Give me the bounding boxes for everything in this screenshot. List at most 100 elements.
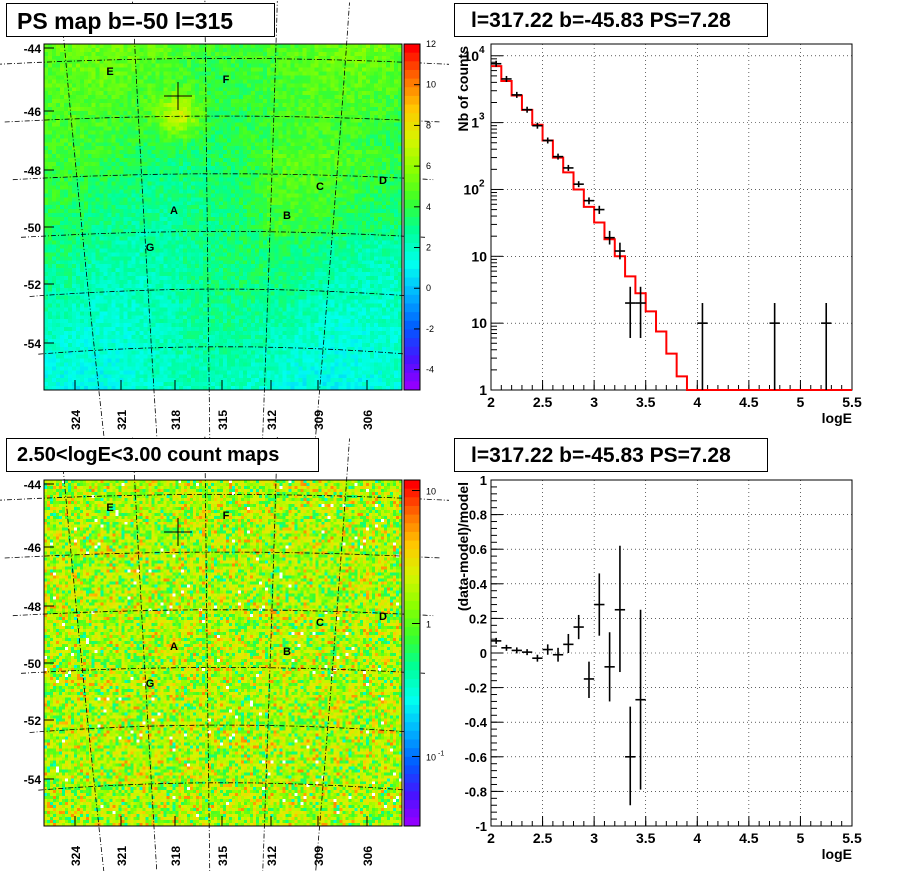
y-tick-label: 10 [471, 248, 487, 264]
colorbar-cell [404, 242, 420, 253]
colorbar-tick-exponent: -1 [438, 750, 444, 757]
colorbar-tick-label: 8 [426, 120, 431, 130]
x-tick-label: 5.5 [842, 394, 862, 410]
coordinate-grid [0, 0, 450, 466]
count-map-panel: 324 321 318 315 312 309 306 -44 -46 -48 -50 -52 -54 E… [0, 436, 450, 871]
count-spectrum-title-box: l=317.22 b=-45.83 PS=7.28 [454, 3, 768, 37]
longitude-gridline [132, 437, 158, 871]
y-tick-label: 1 [480, 473, 487, 488]
colorbar-cell [404, 722, 420, 732]
colorbar-cell [404, 531, 420, 542]
colorbar-tick-label: 4 [426, 202, 431, 212]
colorbar-cell [404, 488, 420, 498]
colorbar-cell [404, 234, 420, 244]
data-point [614, 242, 626, 260]
colorbar-cell [404, 661, 420, 671]
longitude-gridline [60, 439, 105, 871]
data-point [491, 60, 502, 67]
y-tick-label: 0.2 [469, 611, 487, 626]
ps-map-panel: 324 321 318 315 312 309 306-44-46-48-50-52-54E… [0, 0, 450, 466]
y-tick-label: 1 [479, 382, 487, 398]
colorbar-cell [404, 635, 420, 645]
lon-tick-label: 312 [265, 846, 279, 866]
colorbar-cell [404, 592, 420, 602]
x-tick-label: 2 [487, 830, 495, 846]
data-point [563, 633, 574, 653]
data-point [552, 647, 564, 662]
lat-tick-label: -54 [24, 773, 42, 787]
longitude-gridline [315, 438, 350, 871]
colorbar-cell [404, 182, 420, 192]
lat-tick-label: -46 [24, 105, 42, 119]
colorbar-cell [404, 52, 420, 62]
colorbar-cell [404, 549, 420, 559]
lat-tick-label: -48 [24, 164, 42, 178]
data-points [491, 545, 646, 806]
lat-tick-label: -50 [24, 221, 42, 235]
ps-map-title: PS map b=-50 l=315 [17, 8, 234, 34]
colorbar-cell [404, 800, 420, 810]
colorbar-cell [404, 251, 420, 261]
colorbar-cell [404, 225, 420, 235]
colorbar-cell [404, 791, 420, 801]
latitude-gridline [38, 346, 408, 355]
residual-title: l=317.22 b=-45.83 PS=7.28 [471, 444, 731, 467]
colorbar-cell [404, 627, 420, 637]
data-point [697, 303, 708, 390]
colorbar-cell [404, 566, 420, 576]
x-tick-label: 3 [590, 830, 598, 846]
data-point [594, 573, 605, 636]
source-label: B [283, 646, 291, 658]
colorbar-cell [404, 355, 420, 365]
source-label: G [146, 242, 155, 254]
colorbar-cell [404, 312, 420, 322]
source-label: B [283, 210, 291, 222]
colorbar-cell [404, 618, 420, 628]
count-map-title-box: 2.50<logE<3.00 count maps [6, 438, 319, 472]
lon-tick-label: 324 [69, 410, 83, 430]
lon-tick-label: 321 [115, 410, 129, 430]
data-point [542, 644, 553, 655]
y-tick-label: -0.6 [465, 750, 487, 765]
colorbar-cell [404, 381, 420, 391]
longitude-gridline [261, 1, 278, 463]
colorbar-cell [404, 69, 420, 80]
colorbar-cell [404, 540, 420, 550]
source-label: C [316, 181, 324, 193]
lon-tick-label: 309 [312, 410, 326, 430]
colorbar-cell [404, 670, 420, 680]
x-tick-label: 3.5 [636, 830, 656, 846]
model-histogram-line [491, 65, 852, 391]
source-label: G [146, 678, 155, 690]
x-axis-label: logE [822, 846, 852, 862]
count-spectrum-title: l=317.22 b=-45.83 PS=7.28 [471, 9, 731, 32]
x-axis-label: logE [822, 410, 852, 426]
data-point [604, 230, 615, 245]
colorbar-cell [404, 364, 420, 374]
colorbar-cell [404, 601, 420, 611]
y-axis-label: Nb of counts [455, 46, 471, 132]
data-point [521, 649, 533, 656]
colorbar-cell [404, 505, 420, 516]
source-label: E [106, 66, 113, 78]
colorbar-cell [404, 808, 420, 818]
lat-tick-label: -46 [24, 541, 42, 555]
latitude-gridline [4, 551, 442, 559]
data-point [635, 286, 646, 338]
colorbar-tick-label: 0 [426, 283, 431, 293]
data-point [563, 164, 574, 171]
lon-tick-label: 318 [169, 846, 183, 866]
latitude-gridline [0, 58, 450, 65]
lon-tick-label: 321 [115, 846, 129, 866]
colorbar-cell [404, 338, 420, 348]
colorbar-cell [404, 678, 420, 689]
source-label: A [170, 205, 178, 217]
longitude-gridline [312, 2, 350, 465]
grid [490, 479, 853, 827]
x-tick-label: 5 [797, 394, 805, 410]
colorbar-cell [404, 147, 420, 157]
y-tick-label: -1 [475, 819, 487, 834]
colorbar-tick-label: -2 [426, 324, 434, 334]
